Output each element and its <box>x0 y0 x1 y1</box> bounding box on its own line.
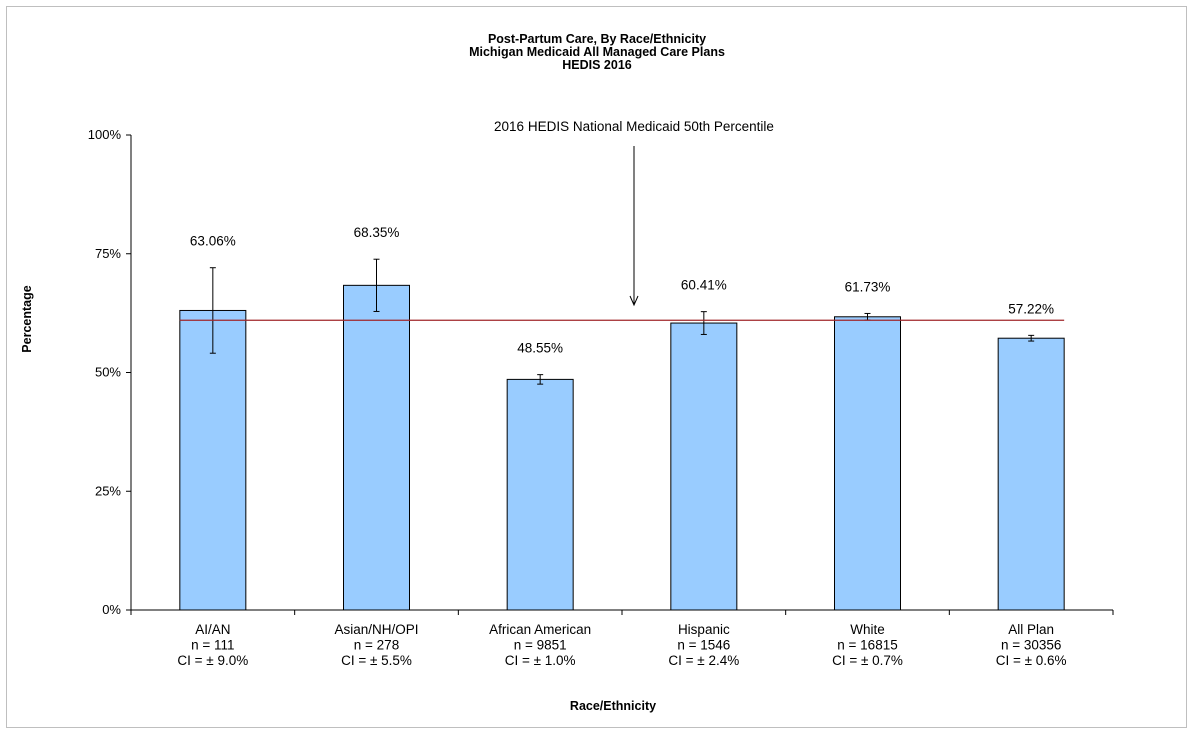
category-n-label: n = 1546 <box>677 638 730 653</box>
y-tick-label: 0% <box>102 602 121 617</box>
category-ci-label: CI = ± 0.6% <box>996 653 1067 668</box>
bar <box>179 309 247 611</box>
data-label: 63.06% <box>190 234 236 249</box>
category-ci-label: CI = ± 1.0% <box>505 653 576 668</box>
chart-title-line: Michigan Medicaid All Managed Care Plans <box>469 45 725 59</box>
chart-title-line: Post-Partum Care, By Race/Ethnicity <box>488 32 706 46</box>
data-label: 48.55% <box>517 341 563 356</box>
chart-title: Post-Partum Care, By Race/EthnicityMichi… <box>469 32 725 72</box>
category-label: Hispanic <box>678 622 730 637</box>
category-ci-label: CI = ± 9.0% <box>177 653 248 668</box>
x-axis-title: Race/Ethnicity <box>570 699 656 713</box>
y-tick-label: 25% <box>95 483 121 498</box>
reference-annotation: 2016 HEDIS National Medicaid 50th Percen… <box>494 119 774 134</box>
chart-title-line: HEDIS 2016 <box>562 58 632 72</box>
category-n-label: n = 30356 <box>1001 638 1061 653</box>
category-label: Asian/NH/OPI <box>334 622 418 637</box>
y-tick-label: 50% <box>95 365 121 380</box>
chart-frame <box>6 6 1187 728</box>
category-n-label: n = 111 <box>191 638 234 653</box>
bar <box>834 316 901 611</box>
y-axis-title: Percentage <box>20 285 34 352</box>
category-n-label: n = 278 <box>354 638 399 653</box>
data-label: 60.41% <box>681 278 727 293</box>
category-label: African American <box>489 622 591 637</box>
data-label: 61.73% <box>845 279 891 294</box>
bar <box>997 337 1065 611</box>
annotation-arrow-head <box>629 295 639 307</box>
data-label: 57.22% <box>1008 301 1054 316</box>
y-tick-label: 75% <box>95 246 121 261</box>
category-label: White <box>850 622 885 637</box>
category-n-label: n = 9851 <box>514 638 567 653</box>
category-ci-label: CI = ± 2.4% <box>668 653 739 668</box>
category-label: AI/AN <box>195 622 230 637</box>
y-tick-label: 100% <box>88 127 122 142</box>
category-ci-label: CI = ± 0.7% <box>832 653 903 668</box>
category-label: All Plan <box>1008 622 1054 637</box>
data-label: 68.35% <box>354 225 400 240</box>
category-ci-label: CI = ± 5.5% <box>341 653 412 668</box>
bar <box>343 284 410 611</box>
bar <box>670 322 738 611</box>
category-n-label: n = 16815 <box>837 638 897 653</box>
bar <box>506 378 574 611</box>
